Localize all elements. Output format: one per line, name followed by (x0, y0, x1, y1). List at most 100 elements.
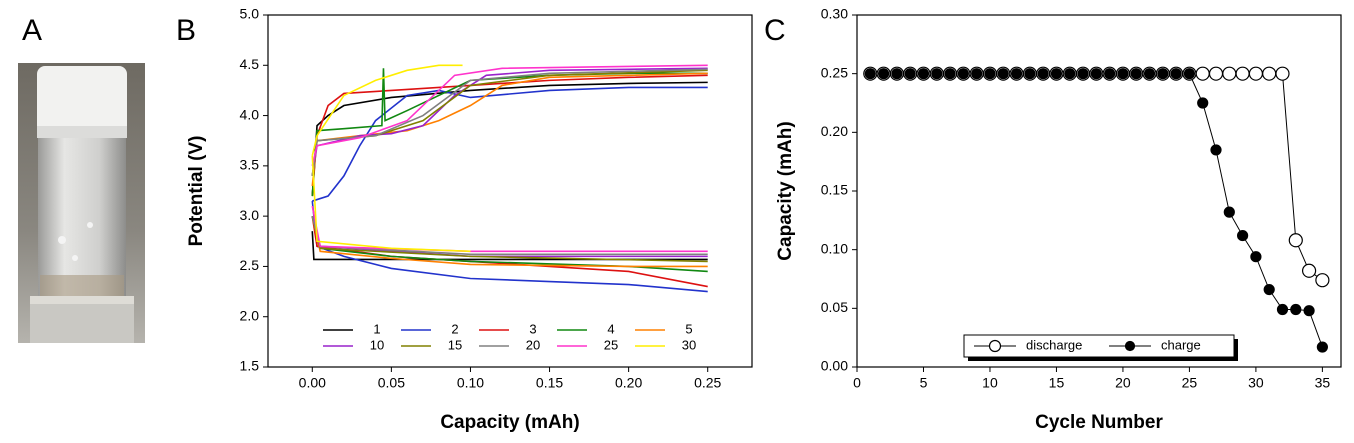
legend-label: 10 (370, 337, 384, 352)
marker (1195, 66, 1210, 81)
y-axis-title: Potential (V) (186, 136, 207, 247)
x-tick-label: 20 (1115, 375, 1131, 391)
x-tick-label: 0.25 (694, 375, 721, 391)
legend-frame (963, 334, 1235, 358)
panel-label: C (764, 14, 786, 47)
series-line (311, 67, 708, 177)
legend-label: discharge (1026, 337, 1082, 352)
y-tick-label: 0.30 (821, 6, 848, 22)
x-tick-label: 0.15 (536, 375, 563, 391)
marker (1143, 68, 1156, 80)
marker (1037, 68, 1049, 80)
marker (1157, 68, 1169, 80)
y-axis-title: Capacity (mAh) (775, 121, 796, 260)
series-line (312, 86, 708, 202)
marker (944, 68, 956, 80)
marker (1208, 66, 1224, 81)
y-tick-label: 5.0 (240, 6, 260, 22)
marker (1288, 233, 1303, 248)
marker (1197, 97, 1209, 109)
marker (1124, 340, 1136, 352)
marker (1170, 68, 1182, 80)
legend-label: 15 (448, 337, 462, 352)
y-tick-label: 0.10 (821, 240, 848, 256)
x-tick-label: 5 (920, 375, 928, 391)
marker (904, 68, 916, 80)
y-tick-label: 0.20 (821, 123, 848, 139)
plot-area (870, 73, 1323, 348)
series-line (311, 68, 708, 177)
marker (1117, 68, 1129, 80)
y-tick-label: 0.25 (821, 64, 848, 80)
y-tick-label: 0.15 (821, 182, 848, 198)
series-line (311, 64, 708, 167)
x-tick-label: 0 (853, 375, 861, 391)
plot-area (311, 64, 708, 293)
series-line (311, 64, 463, 156)
marker (1183, 68, 1196, 80)
x-axis-title: Capacity (mAh) (440, 412, 579, 433)
marker (984, 68, 996, 80)
series-line (870, 73, 1323, 348)
marker (864, 68, 876, 80)
marker (1276, 303, 1289, 316)
y-tick-label: 1.5 (240, 358, 260, 374)
legend-label: 30 (682, 337, 696, 352)
x-tick-label: 10 (982, 375, 998, 391)
marker (1262, 66, 1277, 81)
marker (931, 68, 943, 80)
x-tick-label: 0.00 (299, 375, 326, 391)
marker (971, 68, 983, 80)
x-tick-label: 0.20 (615, 375, 642, 391)
plot-frame (856, 14, 1342, 368)
marker (1275, 66, 1290, 81)
panel-label: A (22, 14, 42, 47)
x-tick-label: 35 (1315, 375, 1331, 391)
marker (1210, 144, 1222, 156)
series-line (311, 205, 708, 253)
marker (957, 68, 969, 80)
y-tick-label: 0.05 (821, 299, 848, 315)
y-tick-label: 2.0 (240, 307, 260, 323)
marker (1222, 66, 1237, 81)
legend-label: 3 (529, 321, 536, 336)
x-tick-label: 0.10 (457, 375, 484, 391)
legend-label: 5 (685, 321, 692, 336)
y-tick-label: 4.5 (240, 56, 260, 72)
marker (1263, 283, 1275, 296)
series-line (311, 81, 708, 197)
series-line (311, 74, 708, 197)
legend-label: 20 (526, 337, 540, 352)
marker (917, 68, 930, 80)
legend-label: 2 (451, 321, 458, 336)
marker (1250, 251, 1262, 263)
vial-photo (18, 63, 145, 343)
series-line (311, 155, 471, 253)
marker (1104, 68, 1116, 80)
panel-label: B (176, 14, 196, 47)
x-tick-label: 15 (1049, 375, 1065, 391)
y-tick-label: 0.00 (821, 358, 848, 374)
y-tick-label: 3.5 (240, 157, 260, 173)
marker (997, 68, 1009, 80)
marker (1223, 206, 1235, 218)
series-line (311, 231, 708, 261)
marker (1237, 229, 1249, 242)
series-line (311, 72, 708, 187)
plot-frame (267, 14, 753, 368)
marker (1077, 68, 1089, 80)
y-tick-label: 3.0 (240, 207, 260, 223)
legend-label: 4 (607, 321, 614, 336)
series-line (311, 69, 708, 177)
series-line (870, 73, 1323, 281)
marker (1290, 303, 1302, 316)
marker (1064, 68, 1076, 80)
marker (877, 68, 890, 80)
x-axis-title: Cycle Number (1035, 412, 1163, 433)
x-tick-label: 25 (1182, 375, 1198, 391)
x-tick-label: 0.05 (378, 375, 405, 391)
marker (1316, 341, 1328, 353)
marker (1130, 68, 1142, 80)
marker (1303, 305, 1315, 317)
